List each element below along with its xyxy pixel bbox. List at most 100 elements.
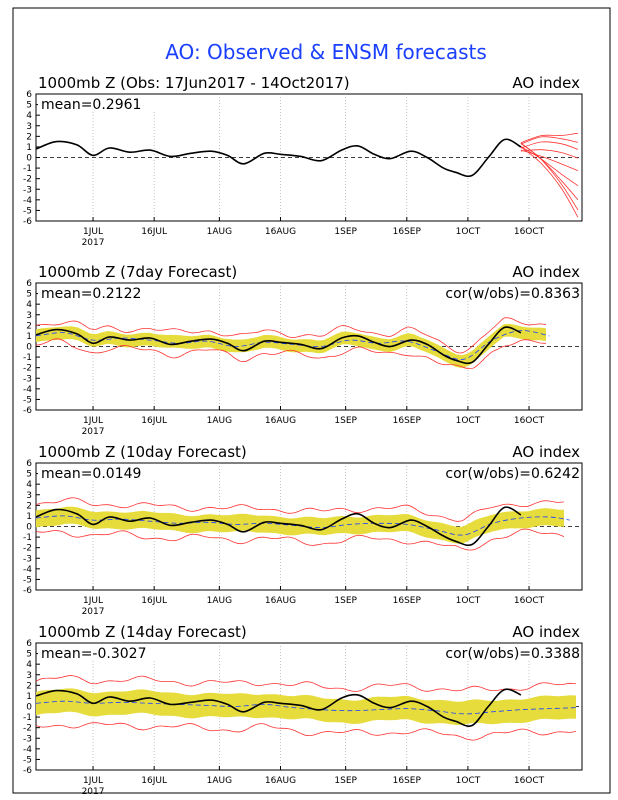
x-tick-label: 1SEP (334, 596, 357, 606)
panel-index-label: AO index (512, 74, 580, 92)
forecast-upper-bound-line (35, 497, 565, 522)
x-tick-label: 1OCT (456, 776, 481, 786)
y-tick-label: -5 (23, 755, 32, 765)
observed-ao-line (35, 326, 522, 365)
forecast-member-line (520, 142, 579, 200)
panel-2: 1000mb Z (7day Forecast) AO index 1JUL 16JU… (23, 263, 583, 437)
observed-ao-line (35, 688, 522, 727)
x-tick-label: 16OCT (514, 596, 545, 606)
y-tick-label: -6 (23, 406, 32, 416)
x-tick-label: 1JUL (83, 776, 103, 786)
correlation-label: cor(w/obs)=0.3388 (445, 646, 580, 662)
mean-label: mean=0.2122 (41, 286, 141, 302)
y-tick-label: 5 (26, 290, 32, 300)
x-tick-label: 16SEP (393, 227, 422, 237)
correlation-label: cor(w/obs)=0.8363 (445, 286, 580, 302)
forecast-member-line (520, 132, 578, 144)
panel-1: 1000mb Z (Obs: 17Jun2017 - 14Oct2017) AO … (23, 74, 583, 248)
x-tick-label: 1AUG (207, 776, 232, 786)
panel-title: 1000mb Z (10day Forecast) (38, 443, 247, 461)
panels-group: 1000mb Z (Obs: 17Jun2017 - 14Oct2017) AO … (23, 74, 583, 797)
y-tick-label: 0 (26, 343, 32, 353)
forecast-member-line (520, 149, 579, 171)
y-tick-label: 4 (26, 300, 32, 310)
panel-4: 1000mb Z (14day Forecast) AO index 1JUL 16J… (23, 623, 583, 797)
ensemble-spread-band (36, 323, 546, 368)
y-tick-label: 4 (26, 111, 32, 121)
y-tick-label: -2 (23, 364, 32, 374)
y-tick-label: -5 (23, 575, 32, 585)
y-tick-label: 4 (26, 480, 32, 490)
y-tick-label: -5 (23, 206, 32, 216)
x-tick-label: 16SEP (393, 776, 422, 786)
y-tick-label: -4 (23, 565, 32, 575)
x-tick-label: 1JUL (83, 416, 103, 426)
y-tick-label: 6 (26, 459, 32, 469)
x-tick-label: 16AUG (265, 416, 296, 426)
y-tick-label: 3 (26, 671, 32, 681)
y-tick-label: -1 (23, 353, 32, 363)
mean-label: mean=0.2961 (41, 97, 141, 113)
mean-label: mean=-0.3027 (41, 646, 146, 662)
y-tick-label: 5 (26, 650, 32, 660)
y-tick-label: -1 (23, 164, 32, 174)
forecast-member-line (520, 136, 578, 145)
x-tick-label: 16AUG (265, 596, 296, 606)
y-tick-label: -6 (23, 586, 32, 596)
correlation-label-bg (420, 645, 580, 661)
x-tick-label: 16OCT (514, 776, 545, 786)
y-tick-label: 2 (26, 501, 32, 511)
y-tick-label: 1 (26, 512, 32, 522)
x-tick-label: 16JUL (141, 596, 167, 606)
observed-ao-line (35, 506, 522, 547)
y-tick-label: 1 (26, 692, 32, 702)
y-tick-label: -4 (23, 745, 32, 755)
x-tick-label: 1JUL (83, 227, 103, 237)
y-tick-label: 1 (26, 143, 32, 153)
x-tick-label: 1AUG (207, 596, 232, 606)
y-tick-label: -5 (23, 395, 32, 405)
panel-title: 1000mb Z (14day Forecast) (38, 623, 247, 641)
y-tick-label: -2 (23, 544, 32, 554)
y-tick-label: 6 (26, 90, 32, 100)
panel-3: 1000mb Z (10day Forecast) AO index 1JUL 16J… (23, 443, 583, 617)
x-tick-label: 16SEP (393, 596, 422, 606)
x-tick-label: 1AUG (207, 227, 232, 237)
y-tick-label: -4 (23, 196, 32, 206)
y-tick-label: -6 (23, 766, 32, 776)
x-tick-label: 16JUL (141, 227, 167, 237)
y-tick-label: -2 (23, 724, 32, 734)
y-tick-label: -2 (23, 175, 32, 185)
y-tick-label: -1 (23, 713, 32, 723)
y-tick-label: 2 (26, 681, 32, 691)
mean-label-bg (38, 285, 160, 301)
panel-title: 1000mb Z (7day Forecast) (38, 263, 237, 281)
x-tick-label: 1SEP (334, 416, 357, 426)
x-tick-label: 16OCT (514, 416, 545, 426)
y-tick-label: 5 (26, 101, 32, 111)
y-tick-label: 0 (26, 523, 32, 533)
x-tick-label: 1OCT (456, 416, 481, 426)
y-tick-label: -1 (23, 533, 32, 543)
x-year-label: 2017 (82, 607, 105, 617)
panel-index-label: AO index (512, 263, 580, 281)
y-tick-label: -6 (23, 217, 32, 227)
x-tick-label: 1OCT (456, 596, 481, 606)
y-tick-label: -3 (23, 554, 32, 564)
forecast-member-line (520, 146, 579, 218)
y-tick-label: 0 (26, 154, 32, 164)
correlation-label-bg (420, 465, 580, 481)
y-tick-label: -3 (23, 374, 32, 384)
correlation-label: cor(w/obs)=0.6242 (445, 466, 580, 482)
forecast-lower-bound-line (35, 338, 547, 370)
x-tick-label: 1SEP (334, 776, 357, 786)
x-tick-label: 1JUL (83, 596, 103, 606)
y-tick-label: 0 (26, 703, 32, 713)
x-year-label: 2017 (82, 238, 105, 248)
ensemble-mean-line (35, 700, 578, 715)
forecast-lower-bound-line (35, 528, 565, 551)
y-tick-label: 3 (26, 122, 32, 132)
y-tick-label: 1 (26, 332, 32, 342)
correlation-label-bg (420, 285, 580, 301)
